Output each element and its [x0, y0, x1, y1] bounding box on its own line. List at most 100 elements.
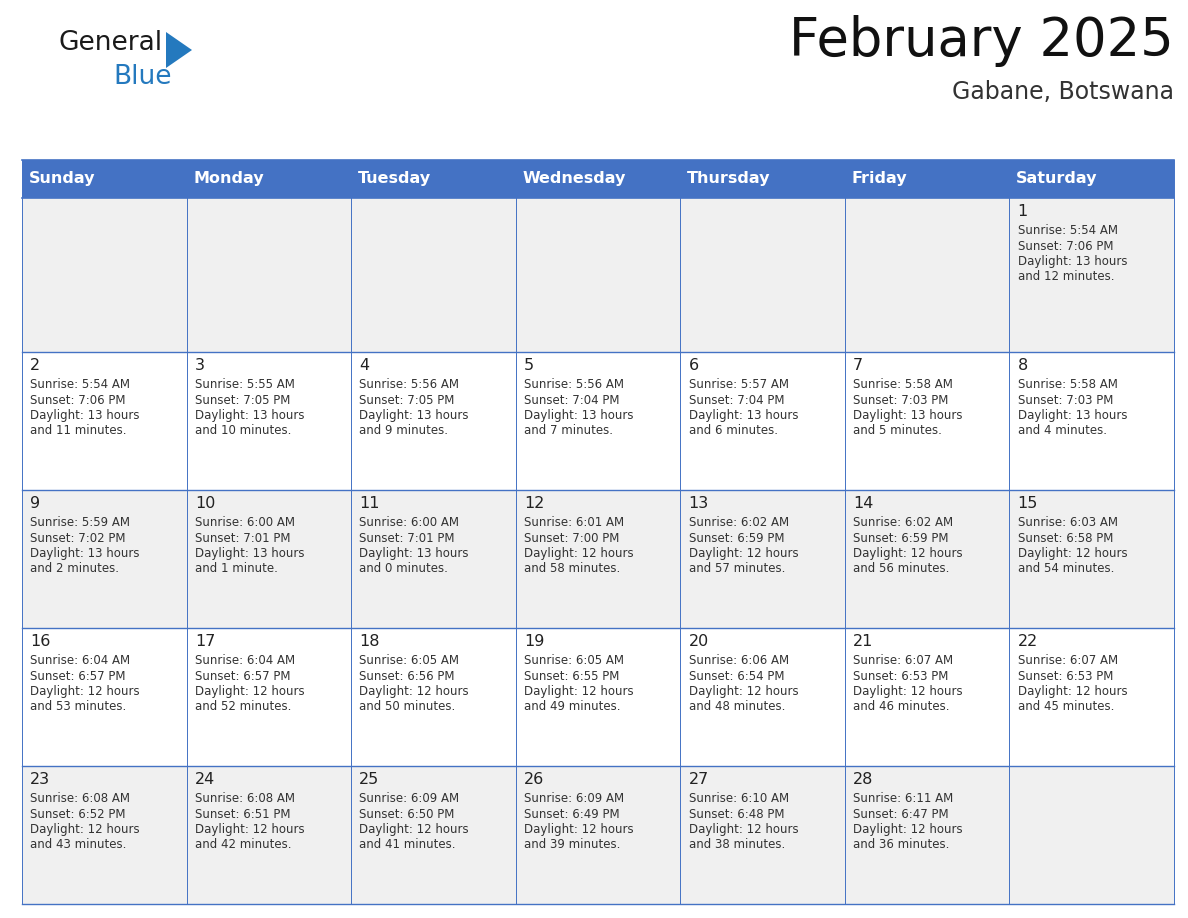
Text: 24: 24 [195, 772, 215, 787]
Text: Friday: Friday [852, 172, 908, 186]
Text: 18: 18 [360, 634, 380, 649]
Text: and 58 minutes.: and 58 minutes. [524, 563, 620, 576]
Text: Sunrise: 5:58 AM: Sunrise: 5:58 AM [853, 378, 953, 391]
Text: Daylight: 12 hours: Daylight: 12 hours [195, 823, 304, 836]
Text: Blue: Blue [113, 64, 171, 90]
Text: Sunrise: 6:02 AM: Sunrise: 6:02 AM [853, 516, 953, 529]
Text: and 6 minutes.: and 6 minutes. [689, 424, 777, 438]
Text: Sunset: 6:56 PM: Sunset: 6:56 PM [360, 669, 455, 682]
Bar [1010, 628, 1174, 766]
Bar [1010, 198, 1174, 352]
Text: Sunrise: 6:03 AM: Sunrise: 6:03 AM [1018, 516, 1118, 529]
Text: Sunset: 6:59 PM: Sunset: 6:59 PM [689, 532, 784, 544]
Text: Sunset: 7:00 PM: Sunset: 7:00 PM [524, 532, 619, 544]
Text: 17: 17 [195, 634, 215, 649]
Text: Sunset: 6:49 PM: Sunset: 6:49 PM [524, 808, 620, 821]
Text: Thursday: Thursday [687, 172, 770, 186]
Bar [845, 490, 1010, 628]
Text: Wednesday: Wednesday [523, 172, 626, 186]
Text: Monday: Monday [194, 172, 264, 186]
Text: 21: 21 [853, 634, 873, 649]
Text: 22: 22 [1018, 634, 1038, 649]
Text: and 11 minutes.: and 11 minutes. [30, 424, 127, 438]
Bar [516, 766, 681, 904]
Text: Daylight: 13 hours: Daylight: 13 hours [360, 409, 469, 422]
Bar [681, 352, 845, 490]
Text: Sunset: 7:01 PM: Sunset: 7:01 PM [360, 532, 455, 544]
Text: 15: 15 [1018, 496, 1038, 511]
Bar [845, 352, 1010, 490]
Text: Daylight: 13 hours: Daylight: 13 hours [1018, 409, 1127, 422]
Text: 11: 11 [360, 496, 380, 511]
Text: Sunset: 7:02 PM: Sunset: 7:02 PM [30, 532, 126, 544]
Text: Sunrise: 6:06 AM: Sunrise: 6:06 AM [689, 654, 789, 667]
Text: Sunrise: 5:56 AM: Sunrise: 5:56 AM [360, 378, 460, 391]
Text: Sunrise: 6:05 AM: Sunrise: 6:05 AM [524, 654, 624, 667]
Bar [681, 628, 845, 766]
Bar [352, 490, 516, 628]
Bar [187, 766, 352, 904]
Text: Sunset: 6:58 PM: Sunset: 6:58 PM [1018, 532, 1113, 544]
Text: Daylight: 12 hours: Daylight: 12 hours [1018, 547, 1127, 560]
Text: and 12 minutes.: and 12 minutes. [1018, 271, 1114, 284]
Bar [516, 628, 681, 766]
Bar [352, 352, 516, 490]
Text: Daylight: 13 hours: Daylight: 13 hours [1018, 255, 1127, 268]
Text: Tuesday: Tuesday [358, 172, 431, 186]
Text: and 52 minutes.: and 52 minutes. [195, 700, 291, 713]
Text: 16: 16 [30, 634, 51, 649]
Text: Sunset: 6:50 PM: Sunset: 6:50 PM [360, 808, 455, 821]
Text: Sunset: 6:53 PM: Sunset: 6:53 PM [1018, 669, 1113, 682]
Text: 28: 28 [853, 772, 873, 787]
Bar [187, 490, 352, 628]
Text: 26: 26 [524, 772, 544, 787]
Text: Sunset: 7:01 PM: Sunset: 7:01 PM [195, 532, 290, 544]
Text: 12: 12 [524, 496, 544, 511]
Text: 5: 5 [524, 358, 535, 373]
Text: Daylight: 12 hours: Daylight: 12 hours [853, 823, 962, 836]
Text: Daylight: 13 hours: Daylight: 13 hours [195, 547, 304, 560]
Text: Sunset: 6:53 PM: Sunset: 6:53 PM [853, 669, 948, 682]
Text: Gabane, Botswana: Gabane, Botswana [952, 80, 1174, 104]
Bar [845, 628, 1010, 766]
Text: Daylight: 13 hours: Daylight: 13 hours [524, 409, 633, 422]
Text: Daylight: 12 hours: Daylight: 12 hours [30, 685, 140, 698]
Text: February 2025: February 2025 [789, 15, 1174, 67]
Text: and 1 minute.: and 1 minute. [195, 563, 278, 576]
Text: Sunset: 7:06 PM: Sunset: 7:06 PM [1018, 240, 1113, 252]
Text: Sunset: 7:04 PM: Sunset: 7:04 PM [524, 394, 619, 407]
Polygon shape [166, 32, 192, 68]
Text: 10: 10 [195, 496, 215, 511]
Bar [845, 766, 1010, 904]
Text: Saturday: Saturday [1016, 172, 1098, 186]
Text: and 50 minutes.: and 50 minutes. [360, 700, 456, 713]
Bar [352, 198, 516, 352]
Text: Daylight: 13 hours: Daylight: 13 hours [30, 547, 140, 560]
Text: Daylight: 12 hours: Daylight: 12 hours [689, 685, 798, 698]
Text: 23: 23 [30, 772, 50, 787]
Text: Daylight: 12 hours: Daylight: 12 hours [853, 547, 962, 560]
Text: and 42 minutes.: and 42 minutes. [195, 838, 291, 852]
Text: Daylight: 12 hours: Daylight: 12 hours [524, 823, 633, 836]
Bar [23, 490, 187, 628]
Text: and 7 minutes.: and 7 minutes. [524, 424, 613, 438]
Text: Sunrise: 5:57 AM: Sunrise: 5:57 AM [689, 378, 789, 391]
Bar [681, 766, 845, 904]
Text: 14: 14 [853, 496, 873, 511]
Text: Daylight: 12 hours: Daylight: 12 hours [30, 823, 140, 836]
Text: Sunset: 7:03 PM: Sunset: 7:03 PM [853, 394, 948, 407]
Bar [352, 628, 516, 766]
Bar [23, 766, 187, 904]
Bar [23, 198, 187, 352]
Bar [187, 352, 352, 490]
Text: 6: 6 [689, 358, 699, 373]
Text: Sunrise: 6:07 AM: Sunrise: 6:07 AM [1018, 654, 1118, 667]
Text: Sunrise: 6:08 AM: Sunrise: 6:08 AM [30, 792, 131, 805]
Bar [681, 198, 845, 352]
Bar [23, 352, 187, 490]
Text: and 5 minutes.: and 5 minutes. [853, 424, 942, 438]
Text: Daylight: 13 hours: Daylight: 13 hours [689, 409, 798, 422]
Text: and 56 minutes.: and 56 minutes. [853, 563, 949, 576]
Text: and 43 minutes.: and 43 minutes. [30, 838, 127, 852]
Text: Sunset: 6:47 PM: Sunset: 6:47 PM [853, 808, 949, 821]
